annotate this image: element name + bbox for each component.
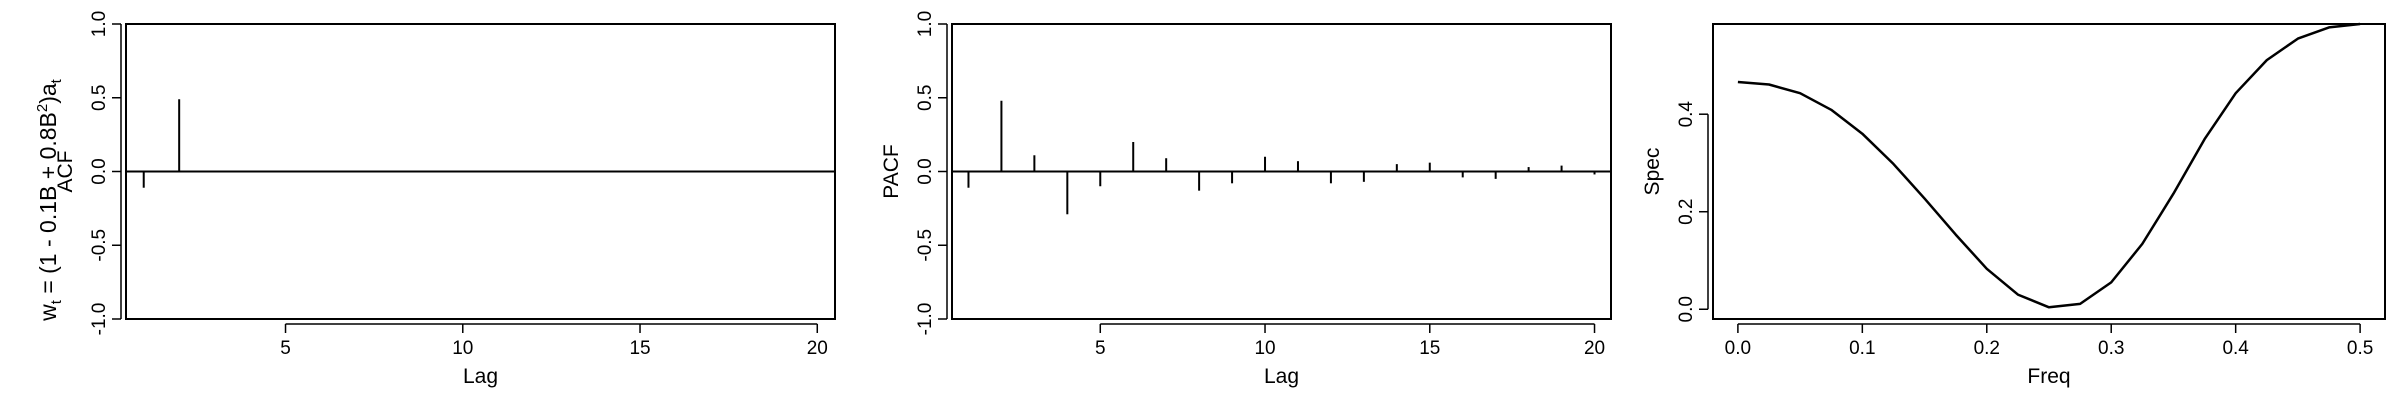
x-tick-label: 10 — [452, 338, 473, 359]
y-tick-label: 0.2 — [1676, 199, 1697, 225]
side-title-subscript: t — [48, 299, 65, 304]
x-tick-label: 15 — [1419, 338, 1440, 359]
x-tick-label: 10 — [1254, 338, 1275, 359]
x-tick-label: 20 — [1584, 338, 1605, 359]
x-tick-label: 0.3 — [2098, 338, 2124, 359]
x-tick-label: 0.4 — [2222, 338, 2249, 359]
y-tick-label: 0.0 — [89, 158, 110, 184]
x-tick-label: 0.2 — [1974, 338, 2000, 359]
y-tick-label: 1.0 — [915, 11, 936, 37]
side-title-close: )a — [35, 83, 61, 104]
y-tick-label: -1.0 — [89, 303, 110, 336]
y-axis-title: PACF — [880, 144, 903, 198]
x-axis-title: Lag — [463, 365, 498, 388]
y-tick-label: 0.0 — [1676, 296, 1697, 322]
spectrum-line — [1737, 22, 2361, 309]
x-tick-label: 15 — [629, 338, 650, 359]
y-tick-label: 0.4 — [1676, 101, 1697, 128]
x-tick-label: 5 — [280, 338, 291, 359]
side-title-subscript-2: t — [48, 78, 65, 83]
y-tick-label: 1.0 — [89, 11, 110, 37]
plot-frame — [1712, 23, 2386, 320]
y-tick-label: 0.0 — [915, 158, 936, 184]
y-tick-label: -0.5 — [915, 229, 936, 262]
x-tick-label: 0.1 — [1849, 338, 1875, 359]
x-tick-label: 0.0 — [1725, 338, 1751, 359]
acf-panel: 5 10 15 20 Lag -1.0 -0.5 0.0 0.5 1.0 ACF — [54, 11, 836, 388]
x-tick-label: 20 — [807, 338, 828, 359]
y-tick-label: 0.5 — [89, 85, 110, 111]
side-title-base: w — [35, 304, 61, 322]
y-tick-label: 0.5 — [915, 85, 936, 111]
y-axis-title: Spec — [1641, 148, 1664, 196]
y-axis-title: ACF — [54, 151, 77, 193]
y-tick-label: -1.0 — [915, 303, 936, 336]
side-title-superscript: 2 — [34, 104, 51, 112]
x-tick-label: 5 — [1095, 338, 1106, 359]
x-axis-title: Lag — [1264, 365, 1299, 388]
x-axis-title: Freq — [2027, 365, 2070, 388]
side-title: wt = (1 - 0.1B + 0.8B2)at — [34, 78, 65, 322]
x-tick-label: 0.5 — [2347, 338, 2373, 359]
spectrum-panel: 0.0 0.1 0.2 0.3 0.4 0.5 Freq 0.0 0.2 0.4 Spec — [1641, 22, 2386, 388]
side-title-middle: = (1 - 0.1B + 0.8B — [35, 112, 61, 300]
pacf-panel: 5 10 15 20 Lag -1.0 -0.5 0.0 0.5 1.0 PACF — [880, 11, 1612, 388]
y-tick-label: -0.5 — [89, 229, 110, 262]
